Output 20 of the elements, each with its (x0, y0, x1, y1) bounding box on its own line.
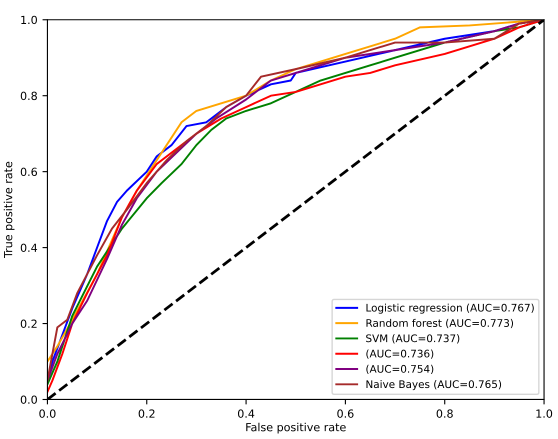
legend-label: Random forest (AUC=0.773) (366, 318, 514, 328)
legend-label: (AUC=0.736) (366, 349, 434, 359)
legend-label: Logistic regression (AUC=0.767) (366, 304, 534, 314)
y-tick-label: 0.8 (20, 92, 37, 100)
y-tick-label: 0.0 (20, 395, 37, 404)
y-tick-label: 0.6 (20, 168, 38, 176)
x-tick-label: 0.6 (337, 409, 354, 418)
legend-label: Naive Bayes (AUC=0.765) (366, 380, 502, 390)
legend-label: SVM (AUC=0.737) (366, 334, 460, 344)
y-tick-label: 0.2 (20, 320, 37, 328)
x-tick-label: 0.4 (238, 409, 254, 418)
x-tick-label: 0.8 (436, 409, 453, 418)
x-tick-label: 0.2 (138, 409, 154, 418)
x-tick-label: 1.0 (536, 409, 552, 418)
y-axis-title: True positive rate (4, 162, 14, 258)
y-tick-label: 0.4 (20, 244, 38, 252)
legend-label: (AUC=0.754) (366, 364, 434, 374)
x-axis-title: False positive rate (246, 422, 346, 434)
y-tick-label: 1.0 (21, 16, 37, 24)
x-tick-label: 0.0 (39, 409, 56, 418)
